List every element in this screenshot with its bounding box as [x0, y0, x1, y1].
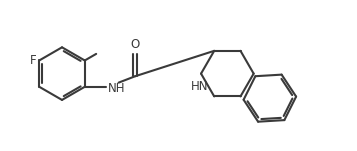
Text: F: F: [30, 54, 36, 67]
Text: NH: NH: [108, 82, 126, 95]
Text: O: O: [131, 39, 140, 51]
Text: HN: HN: [190, 80, 208, 93]
